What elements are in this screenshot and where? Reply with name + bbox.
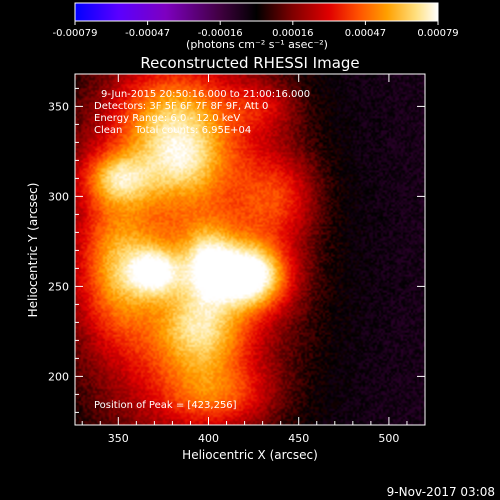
- x-axis-label: Heliocentric X (arcsec): [182, 448, 318, 462]
- colorbar-gradient: [74, 2, 439, 22]
- colorbar-tick-label: -0.00016: [198, 28, 243, 39]
- x-tick-label: 350: [108, 432, 129, 445]
- axis-ticks: 350 400 450 500 200 250 300 350: [48, 74, 426, 445]
- y-tick-label: 200: [48, 370, 69, 383]
- x-tick-label: 500: [378, 432, 399, 445]
- colorbar-tick-label: -0.00047: [125, 28, 170, 39]
- colorbar-tick-label: 0.00079: [417, 28, 458, 39]
- y-tick-label: 300: [48, 190, 69, 203]
- chart-title: Reconstructed RHESSI Image: [140, 54, 359, 72]
- x-tick-label: 400: [198, 432, 219, 445]
- y-tick-label: 350: [48, 100, 69, 113]
- heatmap-plot: 350 400 450 500 200 250 300 350: [48, 73, 426, 445]
- y-tick-label: 250: [48, 280, 69, 293]
- annotations: 9-Jun-2015 20:50:16.000 to 21:00:16.000 …: [94, 89, 310, 411]
- colorbar-tick-label: -0.00079: [53, 28, 98, 39]
- annotation-peak: Position of Peak = [423,256]: [94, 400, 237, 411]
- colorbar-tick-label: 0.00016: [272, 28, 313, 39]
- annotation-energy: Energy Range: 6.0 - 12.0 keV: [94, 113, 240, 124]
- annotation-detectors: Detectors: 3F 5F 6F 7F 8F 9F, Att 0: [94, 101, 268, 112]
- heatmap-image: [75, 74, 425, 425]
- annotation-time: 9-Jun-2015 20:50:16.000 to 21:00:16.000: [101, 89, 310, 100]
- x-tick-label: 450: [288, 432, 309, 445]
- colorbar: -0.00079 -0.00047 -0.00016 0.00016 0.00047 0.…: [53, 2, 459, 51]
- colorbar-ticks: -0.00079 -0.00047 -0.00016 0.00016 0.00047 0.…: [53, 21, 459, 39]
- y-axis-label: Heliocentric Y (arcsec): [26, 183, 40, 318]
- colorbar-unit-label: (photons cm⁻² s⁻¹ asec⁻²): [186, 38, 328, 51]
- plot-frame: [74, 73, 426, 426]
- annotation-clean: Clean Total counts: 6.95E+04: [94, 125, 251, 136]
- footer-date: 9-Nov-2017 03:08: [387, 485, 495, 499]
- colorbar-tick-label: 0.00047: [345, 28, 386, 39]
